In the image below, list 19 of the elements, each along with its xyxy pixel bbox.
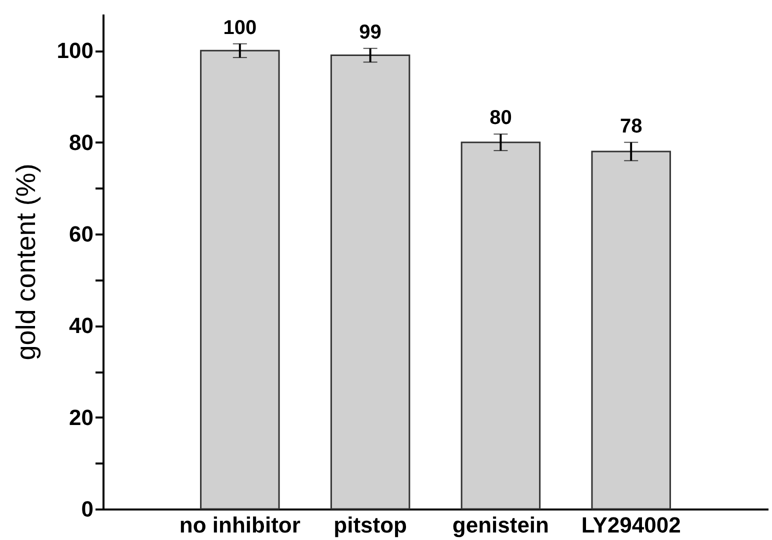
data-label: 80 <box>490 107 512 130</box>
bar <box>460 142 541 510</box>
bar <box>200 50 280 510</box>
x-tick-label: genistein <box>452 512 549 538</box>
y-tick-label: 20 <box>69 404 94 430</box>
x-tick-label: pitstop <box>334 512 407 538</box>
bar <box>591 150 671 510</box>
y-tick-label: 100 <box>56 38 94 64</box>
y-tick-label: 60 <box>69 222 94 246</box>
x-tick-label: no inhibitor <box>179 512 301 538</box>
data-label: 100 <box>223 16 257 39</box>
x-tick-label: LY294002 <box>581 512 681 538</box>
y-tick-label: 0 <box>81 496 94 522</box>
y-tick-label: 40 <box>69 313 94 338</box>
y-tick-label: 80 <box>69 130 94 155</box>
data-label: 78 <box>620 115 642 138</box>
data-label: 99 <box>359 21 382 44</box>
bar <box>330 54 410 510</box>
y-axis-title: gold content (%) <box>10 164 41 360</box>
